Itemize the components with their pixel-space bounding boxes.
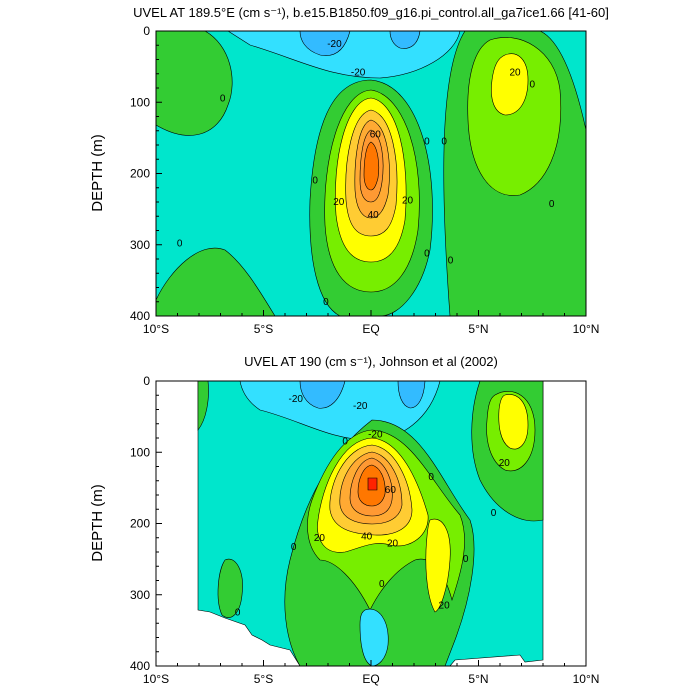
- top-y-tick-label: 300: [130, 238, 150, 252]
- bottom-contour-label: -20: [368, 429, 383, 440]
- bottom-y-tick-label: 400: [130, 659, 150, 673]
- bottom-chart-plot-area: -20 -20 -20 0 0 20 60 0 20 40 20 0 0 0 20 0: [156, 381, 586, 666]
- top-fill-region: [491, 53, 529, 116]
- bottom-contour-label: 0: [342, 437, 348, 448]
- bottom-contour-label: 0: [379, 579, 385, 590]
- top-contour-label: 0: [323, 297, 329, 308]
- top-contour-label: 0: [177, 238, 183, 249]
- bottom-fill-region: [359, 608, 389, 666]
- top-x-tick-label: 5°N: [468, 322, 488, 336]
- top-y-tick-label: 400: [130, 309, 150, 323]
- top-contour-label: 0: [441, 136, 447, 147]
- bottom-fill-region: [217, 558, 243, 618]
- bottom-contour-label: 0: [235, 608, 241, 619]
- bottom-x-tick-label: EQ: [362, 672, 379, 686]
- top-fill-region: [156, 247, 276, 316]
- bottom-fill-region: [425, 518, 451, 613]
- bottom-contour-label: -20: [289, 394, 304, 405]
- bottom-contour-label: 0: [463, 554, 469, 565]
- bottom-contour-label: 40: [361, 531, 373, 542]
- top-contour-label: 40: [368, 210, 380, 221]
- bottom-chart-ylabel: DEPTH (m): [89, 484, 106, 562]
- bottom-contour-label: 0: [491, 508, 497, 519]
- top-contour-label: 0: [448, 255, 454, 266]
- bottom-x-tick-label: 10°S: [143, 672, 169, 686]
- top-contour-label: 0: [424, 248, 430, 259]
- bottom-contour-label: 0: [291, 542, 297, 553]
- top-x-tick-label: 10°S: [143, 322, 169, 336]
- bottom-chart-title: UVEL AT 190 (cm s⁻¹), Johnson et al (200…: [244, 354, 498, 369]
- bottom-y-tick-label: 0: [143, 374, 150, 388]
- bottom-y-tick-label: 200: [130, 517, 150, 531]
- top-contour-label: -20: [327, 39, 342, 50]
- top-chart-title: UVEL AT 189.5°E (cm s⁻¹), b.e15.B1850.f0…: [133, 5, 609, 20]
- top-x-tick-label: 5°S: [254, 322, 273, 336]
- top-fill-region: [363, 141, 380, 191]
- top-fill-region: [156, 31, 233, 136]
- bottom-contour-label: 20: [499, 458, 511, 469]
- top-fill-region: [299, 31, 351, 56]
- top-contour-label: 0: [312, 176, 318, 187]
- top-y-tick-label: 200: [130, 167, 150, 181]
- top-contour-label: 20: [333, 197, 345, 208]
- top-contour-label: 0: [529, 79, 535, 90]
- bottom-x-tick-label: 10°N: [573, 672, 600, 686]
- top-contour-label: -20: [351, 67, 366, 78]
- top-chart-ylabel: DEPTH (m): [89, 134, 106, 212]
- bottom-y-tick-label: 100: [130, 445, 150, 459]
- top-contour-label: 60: [370, 129, 382, 140]
- bottom-y-tick-label: 300: [130, 588, 150, 602]
- top-fill-region: [467, 37, 562, 196]
- top-contour-label: 0: [424, 136, 430, 147]
- top-y-tick-label: 100: [130, 95, 150, 109]
- top-contour-label: 20: [509, 67, 521, 78]
- bottom-fill-region: [367, 477, 378, 491]
- bottom-fill-region: [397, 381, 426, 409]
- bottom-contour-label: -20: [353, 401, 368, 412]
- bottom-x-tick-label: 5°N: [468, 672, 488, 686]
- bottom-contour-label: 20: [387, 538, 399, 549]
- bottom-contour-label: 20: [439, 600, 451, 611]
- bottom-fill-region: [498, 394, 529, 450]
- bottom-contour-label: 20: [314, 533, 326, 544]
- top-y-tick-label: 0: [143, 24, 150, 38]
- top-x-tick-label: 10°N: [573, 322, 600, 336]
- top-contour-label: 0: [220, 94, 226, 105]
- top-fill-region: [389, 31, 421, 49]
- top-contour-label: 0: [549, 199, 555, 210]
- top-x-tick-label: EQ: [362, 322, 379, 336]
- bottom-fill-region: [299, 381, 346, 409]
- bottom-contour-label: 60: [385, 485, 397, 496]
- bottom-contour-label: 0: [428, 472, 434, 483]
- top-contour-label: 20: [402, 196, 414, 207]
- bottom-x-tick-label: 5°S: [254, 672, 273, 686]
